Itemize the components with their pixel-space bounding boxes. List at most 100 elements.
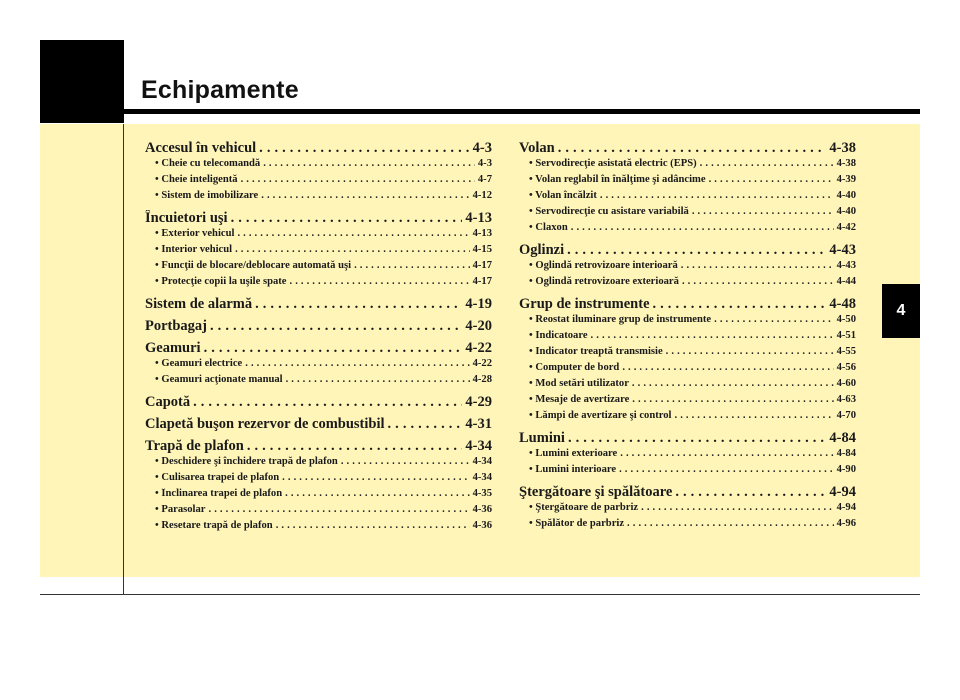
toc-leader-dots	[597, 190, 834, 201]
title-rule	[124, 109, 920, 114]
toc-subentry-page: 4-12	[472, 190, 492, 201]
toc-subentry[interactable]: Volan încălzit 4-40	[519, 190, 856, 206]
toc-subentry-title: Exterior vehicul	[155, 228, 234, 239]
toc-subentry[interactable]: Lumini exterioare 4-84	[519, 448, 856, 464]
toc-section-entry[interactable]: Clapetă buşon rezervor de combustibil 4-3…	[145, 416, 492, 434]
toc-subentry[interactable]: Parasolar 4-36	[145, 504, 492, 520]
toc-section-entry[interactable]: Ştergătoare şi spălătoare 4-94	[519, 484, 856, 502]
toc-subentry-title: Indicatoare	[529, 330, 587, 341]
toc-subentry-title: Funcţii de blocare/deblocare automată uş…	[155, 260, 351, 271]
toc-subentry-title: Protecţie copii la uşile spate	[155, 276, 286, 287]
toc-leader-dots	[283, 374, 470, 385]
toc-leader-dots	[228, 210, 463, 227]
toc-section-entry[interactable]: Portbagaj 4-20	[145, 318, 492, 336]
margin-vertical-line	[123, 124, 124, 595]
toc-subentry-title: Culisarea trapei de plafon	[155, 472, 279, 483]
toc-subentry[interactable]: Mod setări utilizator 4-60	[519, 378, 856, 394]
toc-leader-dots	[190, 394, 462, 411]
toc-section-page: 4-43	[829, 242, 856, 258]
toc-section-title: Clapetă buşon rezervor de combustibil	[145, 416, 385, 432]
toc-subentry[interactable]: Spălător de parbriz 4-96	[519, 518, 856, 534]
toc-section-entry[interactable]: Încuietori uşi 4-13	[145, 210, 492, 228]
toc-subentry-title: Parasolar	[155, 504, 205, 515]
toc-subentry[interactable]: Culisarea trapei de plafon 4-34	[145, 472, 492, 488]
toc-subentry[interactable]: Computer de bord 4-56	[519, 362, 856, 378]
toc-section-page: 4-3	[472, 140, 492, 156]
toc-subentry-page: 4-39	[836, 174, 856, 185]
toc-section-entry[interactable]: Capotă 4-29	[145, 394, 492, 412]
toc-section-entry[interactable]: Lumini 4-84	[519, 430, 856, 448]
toc-subentry[interactable]: Resetare trapă de plafon 4-36	[145, 520, 492, 536]
toc-subentry[interactable]: Indicatoare 4-51	[519, 330, 856, 346]
toc-subentry-page: 4-13	[472, 228, 492, 239]
toc-subentry[interactable]: Înclinarea trapei de plafon 4-35	[145, 488, 492, 504]
toc-section-page: 4-13	[465, 210, 492, 226]
toc-subentry[interactable]: Protecţie copii la uşile spate 4-17	[145, 276, 492, 292]
toc-subentry[interactable]: Exterior vehicul 4-13	[145, 228, 492, 244]
toc-section-entry[interactable]: Volan 4-38	[519, 140, 856, 158]
toc-subentry[interactable]: Oglindă retrovizoare interioară 4-43	[519, 260, 856, 276]
toc-subentry[interactable]: Geamuri acţionate manual 4-28	[145, 374, 492, 390]
toc-subentry[interactable]: Sistem de imobilizare 4-12	[145, 190, 492, 206]
toc-leader-dots	[619, 362, 833, 373]
toc-section-page: 4-22	[465, 340, 492, 356]
toc-leader-dots	[568, 222, 834, 233]
toc-section-entry[interactable]: Grup de instrumente 4-48	[519, 296, 856, 314]
toc-subentry[interactable]: Funcţii de blocare/deblocare automată uş…	[145, 260, 492, 276]
toc-subentry-title: Computer de bord	[529, 362, 619, 373]
toc-section-title: Lumini	[519, 430, 565, 446]
toc-leader-dots	[351, 260, 470, 271]
toc-subentry[interactable]: Claxon 4-42	[519, 222, 856, 238]
toc-section-page: 4-29	[465, 394, 492, 410]
toc-leader-dots	[638, 502, 833, 513]
toc-section-page: 4-19	[465, 296, 492, 312]
toc-subentry-title: Oglindă retrovizoare interioară	[529, 260, 677, 271]
toc-leader-dots	[629, 378, 834, 389]
toc-leader-dots	[207, 318, 462, 335]
toc-subentry[interactable]: Lumini interioare 4-90	[519, 464, 856, 480]
chapter-tab[interactable]: 4	[882, 284, 920, 338]
toc-leader-dots	[279, 472, 469, 483]
toc-subentry-title: Resetare trapă de plafon	[155, 520, 272, 531]
toc-subentry[interactable]: Indicator treaptă transmisie 4-55	[519, 346, 856, 362]
toc-section-entry[interactable]: Geamuri 4-22	[145, 340, 492, 358]
toc-subentry-title: Mesaje de avertizare	[529, 394, 629, 405]
toc-section-page: 4-38	[829, 140, 856, 156]
toc-leader-dots	[706, 174, 834, 185]
toc-subentry-page: 4-70	[836, 410, 856, 421]
toc-subentry-page: 4-43	[836, 260, 856, 271]
toc-leader-dots	[617, 448, 833, 459]
toc-subentry[interactable]: Volan reglabil în înălţime şi adâncime 4-…	[519, 174, 856, 190]
toc-subentry[interactable]: Ştergătoare de parbriz 4-94	[519, 502, 856, 518]
toc-leader-dots	[663, 346, 834, 357]
toc-subentry[interactable]: Cheie inteligentă 4-7	[145, 174, 492, 190]
toc-section-entry[interactable]: Trapă de plafon 4-34	[145, 438, 492, 456]
toc-leader-dots	[679, 276, 834, 287]
header-black-block	[40, 40, 124, 123]
toc-section-entry[interactable]: Sistem de alarmă 4-19	[145, 296, 492, 314]
toc-subentry[interactable]: Servodirecţie cu asistare variabilă 4-40	[519, 206, 856, 222]
toc-subentry[interactable]: Lămpi de avertizare şi control 4-70	[519, 410, 856, 426]
toc-section-entry[interactable]: Accesul în vehicul 4-3	[145, 140, 492, 158]
toc-subentry[interactable]: Servodirecţie asistată electric (EPS) 4-3…	[519, 158, 856, 174]
toc-section-page: 4-94	[829, 484, 856, 500]
toc-subentry[interactable]: Reostat iluminare grup de instrumente 4-5…	[519, 314, 856, 330]
toc-subentry[interactable]: Oglindă retrovizoare exterioară 4-44	[519, 276, 856, 292]
toc-subentry-title: Înclinarea trapei de plafon	[155, 488, 282, 499]
toc-section-title: Trapă de plafon	[145, 438, 244, 454]
toc-subentry-title: Deschidere şi închidere trapă de plafon	[155, 456, 337, 467]
toc-subentry[interactable]: Cheie cu telecomandă 4-3	[145, 158, 492, 174]
toc-leader-dots	[206, 504, 470, 515]
toc-section-entry[interactable]: Oglinzi 4-43	[519, 242, 856, 260]
toc-subentry[interactable]: Deschidere şi închidere trapă de plafon 4…	[145, 456, 492, 472]
toc-subentry-title: Claxon	[529, 222, 567, 233]
toc-subentry[interactable]: Interior vehicul 4-15	[145, 244, 492, 260]
toc-subentry-title: Mod setări utilizator	[529, 378, 629, 389]
toc-section-title: Capotă	[145, 394, 191, 410]
toc-section-title: Accesul în vehicul	[145, 140, 257, 156]
toc-section-page: 4-31	[465, 416, 492, 432]
toc-subentry[interactable]: Mesaje de avertizare 4-63	[519, 394, 856, 410]
toc-subentry[interactable]: Geamuri electrice 4-22	[145, 358, 492, 374]
toc-subentry-page: 4-84	[836, 448, 856, 459]
toc-subentry-page: 4-7	[477, 174, 492, 185]
